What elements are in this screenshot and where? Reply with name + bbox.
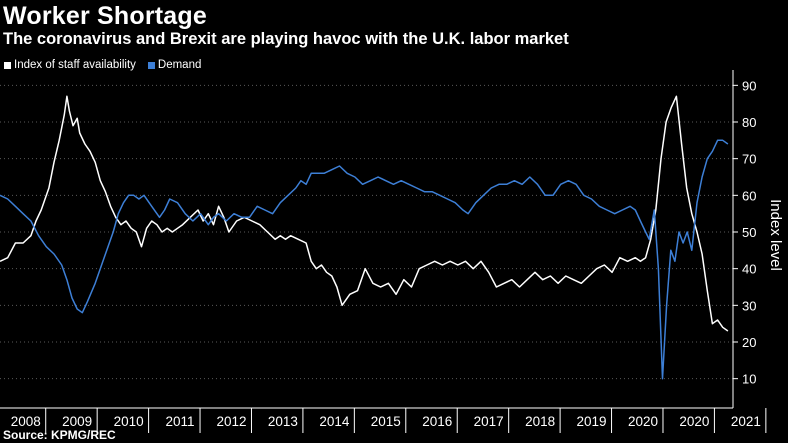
gridlines [0,84,733,380]
x-tick-label: 2011 [166,414,195,429]
x-tick-label: 2015 [371,414,401,429]
x-tick-label: 2014 [319,414,350,429]
y-tick-label: 60 [742,188,756,203]
series-line-availability [0,95,729,332]
legend-item-availability: Index of staff availability [4,59,136,71]
y-tick-label: 20 [742,335,756,350]
y-axis-label: Index level [767,199,784,271]
legend-swatch-availability [4,61,11,69]
legend-swatch-demand [147,61,155,69]
legend-label-availability: Index of staff availability [14,59,136,71]
x-tick-label: 2012 [216,414,246,429]
x-tick-label: 2021 [731,414,761,429]
y-tick-label: 90 [742,78,756,93]
x-tick-label: 2016 [422,414,452,429]
legend: Index of staff availability Demand [4,59,201,71]
y-tick-label: 50 [742,225,756,240]
x-tick-label: 2013 [268,414,298,429]
y-tick-label: 30 [742,298,756,313]
series-lines [0,95,729,380]
y-tick-label: 10 [742,372,756,387]
x-tick-label: 2009 [62,414,92,429]
legend-label-demand: Demand [157,59,202,71]
x-tick-label: 2017 [474,414,504,429]
series-line-demand [0,139,729,380]
chart-subtitle: The coronavirus and Brexit are playing h… [3,30,569,48]
y-tick-label: 40 [742,262,756,277]
source-note: Source: KPMG/REC [3,428,116,442]
legend-item-demand: Demand [147,59,202,71]
x-axis: 2008 2009 2010 2011 2012 2013 2014 2015 2016 2017… [0,407,767,433]
chart-title: Worker Shortage [3,2,207,30]
x-tick-label: 2020 [628,414,658,429]
x-tick-label: 2018 [525,414,555,429]
y-tick-label: 70 [742,152,756,167]
x-tick-label: 2008 [11,414,41,429]
x-tick-label: 2010 [114,414,144,429]
x-tick-label: 2020 [679,414,709,429]
y-tick-label: 80 [742,115,756,130]
x-tick-label: 2019 [577,414,607,429]
y-axis: 10 20 30 40 50 60 70 80 90 [732,70,756,408]
